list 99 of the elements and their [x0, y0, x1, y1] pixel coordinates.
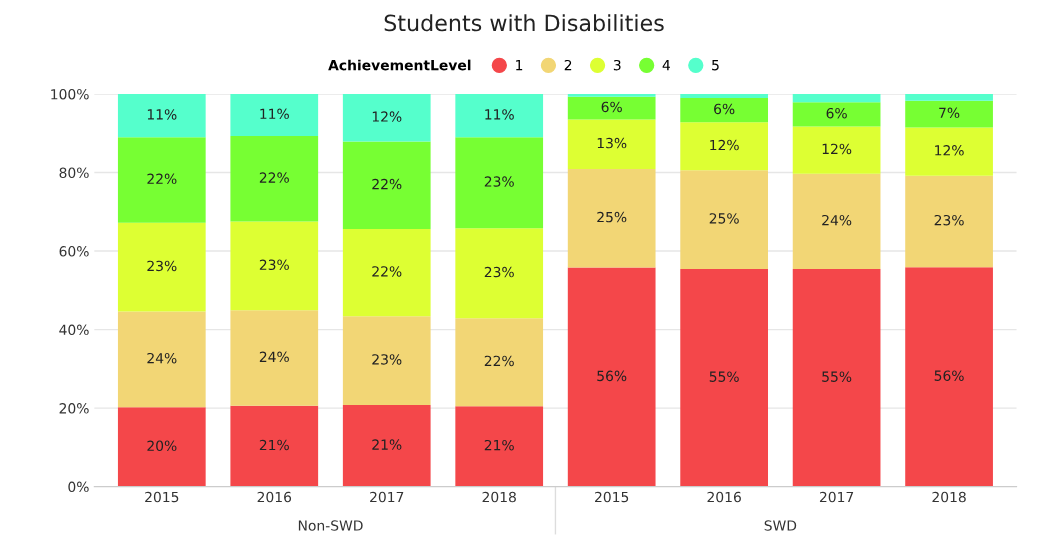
bar — [117, 94, 206, 138]
y-tick-label: 80% — [59, 167, 89, 179]
bar — [567, 119, 656, 169]
bar — [792, 173, 881, 270]
legend-label: 3 — [613, 59, 621, 71]
bar — [905, 100, 993, 128]
bar — [117, 311, 206, 408]
bar — [342, 141, 431, 230]
data-label: 20% — [147, 440, 177, 452]
data-label: 11% — [147, 109, 177, 120]
bar — [117, 222, 206, 312]
data-label: 22% — [259, 172, 289, 183]
bar — [680, 97, 769, 123]
bar — [455, 94, 544, 138]
x-tick-label: 2017 — [819, 491, 854, 503]
legend-label: 5 — [712, 60, 719, 71]
bar — [680, 170, 769, 270]
bar — [342, 404, 431, 487]
bar — [342, 94, 431, 142]
bar — [455, 228, 544, 319]
text: Non-SWD — [298, 520, 363, 531]
data-label: 24% — [259, 351, 289, 363]
x-tick-label: 2016 — [257, 491, 292, 503]
data-label: 24% — [147, 352, 177, 364]
bar — [905, 267, 993, 487]
y-tick-label: 60% — [59, 246, 89, 257]
data-label: 22% — [484, 355, 514, 367]
y-tick-label: 20% — [59, 403, 89, 414]
data-label: 21% — [484, 439, 514, 451]
bar — [230, 94, 319, 137]
bar — [567, 96, 656, 120]
data-label: 7% — [939, 107, 960, 119]
data-label: 56% — [934, 370, 964, 381]
data-label: 55% — [709, 371, 739, 382]
bar — [230, 221, 319, 311]
data-label: 12% — [822, 143, 852, 155]
data-label: 6% — [601, 101, 622, 113]
data-label: 55% — [822, 371, 852, 382]
bar — [230, 136, 319, 222]
x-tick-label: 2016 — [707, 491, 741, 503]
data-label: 23% — [147, 260, 177, 272]
x-tick-label: 2018 — [932, 491, 966, 503]
x-tick-label: 2015 — [145, 491, 179, 503]
bar — [792, 126, 881, 174]
x-tick-label: 2017 — [370, 491, 404, 503]
bar — [342, 229, 431, 317]
x-tick-label: 2018 — [482, 491, 516, 503]
data-label: 22% — [372, 266, 402, 277]
data-label: 23% — [484, 176, 514, 187]
legend-title: AchievementLevel — [328, 59, 471, 71]
x-tick-label: 2015 — [595, 491, 629, 503]
text: SWD — [764, 520, 797, 531]
legend-label: 4 — [662, 60, 671, 71]
data-label: 23% — [259, 259, 289, 271]
bar — [567, 94, 656, 97]
data-label: 12% — [710, 139, 739, 151]
legend-label: 1 — [516, 60, 523, 71]
data-label: 21% — [372, 439, 402, 450]
data-label: 6% — [714, 103, 735, 115]
data-label: 21% — [259, 439, 289, 451]
bar — [567, 169, 656, 268]
y-tick-label: 100% — [51, 88, 89, 100]
bar — [455, 406, 544, 487]
data-label: 6% — [826, 107, 847, 119]
bar — [567, 267, 656, 487]
data-label: 24% — [822, 214, 852, 226]
data-label: 22% — [147, 173, 177, 185]
data-label: 11% — [260, 108, 289, 120]
data-label: 23% — [484, 266, 514, 278]
bar — [905, 175, 993, 268]
bar — [792, 269, 881, 487]
bar — [680, 94, 769, 98]
data-label: 12% — [372, 111, 402, 122]
bar — [905, 127, 993, 176]
bar — [905, 94, 993, 101]
bar — [117, 137, 206, 223]
data-label: 13% — [597, 137, 627, 149]
data-label: 56% — [597, 370, 627, 382]
chart-title: Students with Disabilities — [384, 14, 664, 32]
data-label: 23% — [934, 214, 964, 226]
bar — [230, 405, 319, 487]
bar — [117, 407, 206, 487]
bar — [455, 137, 544, 229]
bar — [680, 122, 769, 171]
legend-label: 2 — [564, 59, 572, 71]
y-tick-label: 0% — [68, 481, 89, 493]
y-tick-label: 40% — [59, 324, 89, 336]
bar — [455, 318, 544, 407]
bar — [792, 102, 881, 127]
data-label: 23% — [372, 354, 402, 365]
bar — [680, 269, 769, 487]
data-label: 25% — [709, 213, 739, 224]
data-label: 22% — [372, 178, 402, 190]
bar — [342, 316, 431, 405]
bar — [230, 310, 319, 406]
data-label: 11% — [485, 109, 514, 120]
bar — [792, 94, 881, 103]
data-label: 12% — [935, 145, 964, 156]
data-label: 25% — [597, 211, 627, 223]
